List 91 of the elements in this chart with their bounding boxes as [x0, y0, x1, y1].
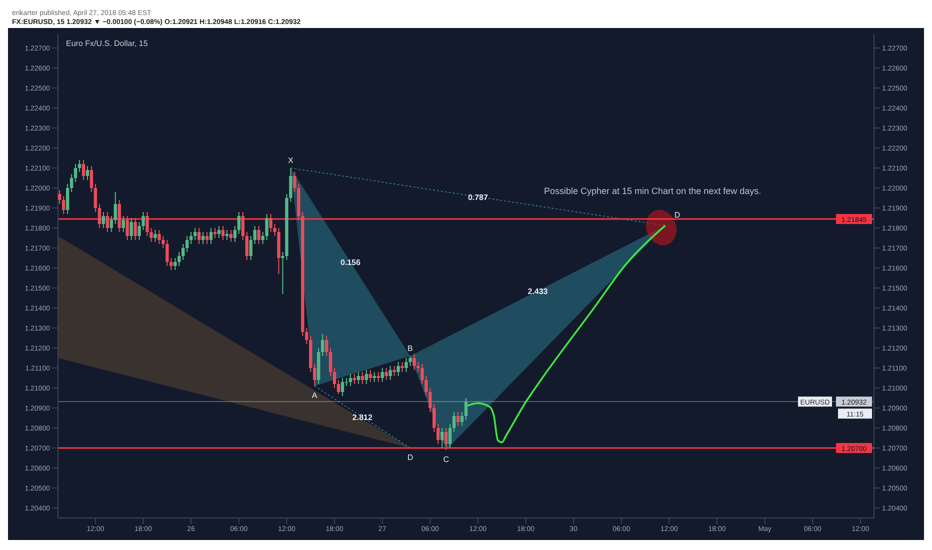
- annotation: A: [312, 391, 318, 400]
- candlestick: [408, 356, 412, 366]
- candlestick: [380, 368, 384, 382]
- candlestick: [368, 370, 372, 382]
- candlestick: [98, 204, 102, 228]
- candlestick: [352, 374, 356, 384]
- candlestick: [182, 244, 185, 260]
- candlestick: [324, 336, 328, 356]
- candlestick: [436, 424, 440, 444]
- candlestick: [110, 216, 113, 232]
- candlestick: [237, 212, 240, 234]
- candlestick: [82, 160, 86, 180]
- candlestick: [178, 252, 181, 266]
- candlestick: [94, 184, 98, 212]
- candlestick: [376, 372, 380, 382]
- annotation: Possible Cypher at 15 min Chart on the next few days.: [544, 186, 762, 196]
- candlestick: [412, 354, 416, 370]
- candlestick: [257, 226, 260, 244]
- candlestick: [74, 164, 78, 182]
- candlestick: [233, 226, 237, 242]
- candlestick: [122, 216, 125, 232]
- annotation: B: [408, 344, 413, 353]
- candlestick: [340, 378, 344, 396]
- candlestick: [432, 404, 436, 432]
- candlestick: [400, 362, 404, 372]
- annotation: 2.812: [352, 413, 373, 422]
- candlestick: [460, 412, 464, 426]
- candlestick: [404, 358, 408, 372]
- candlestick: [86, 166, 90, 180]
- candlestick: [356, 372, 360, 384]
- candlestick: [58, 190, 62, 204]
- candlestick: [102, 212, 106, 228]
- candlestick: [452, 412, 456, 432]
- candlestick: [265, 214, 268, 240]
- candlestick: [364, 370, 368, 384]
- candlestick: [305, 328, 308, 344]
- candlestick: [456, 412, 460, 426]
- candlestick: [118, 200, 121, 232]
- candlestick: [78, 160, 82, 172]
- candlestick: [440, 428, 444, 448]
- candlestick: [217, 226, 221, 238]
- candlestick: [134, 218, 137, 240]
- annotation: D: [674, 210, 680, 220]
- candlestick: [174, 258, 177, 270]
- candlestick: [241, 212, 244, 240]
- candlestick: [229, 230, 233, 242]
- candlestick: [209, 228, 213, 244]
- candlestick: [372, 372, 376, 382]
- annotation: C: [443, 455, 450, 464]
- candlestick: [221, 226, 225, 240]
- candlestick: [320, 334, 324, 356]
- candlestick: [328, 348, 332, 376]
- candlestick: [90, 166, 94, 192]
- candlestick: [332, 368, 336, 388]
- candlestick: [225, 230, 229, 240]
- candlestick: [360, 372, 364, 384]
- annotation: D: [407, 453, 414, 462]
- candlestick: [396, 362, 400, 376]
- candlestick: [245, 232, 248, 260]
- candlestick: [444, 428, 448, 450]
- candlestick: [197, 228, 201, 244]
- candlestick: [185, 236, 189, 252]
- candlestick: [126, 216, 129, 240]
- candlestick: [205, 232, 209, 244]
- candlestick: [66, 184, 70, 214]
- annotation: 0.787: [468, 192, 489, 202]
- candlestick: [158, 230, 161, 244]
- candlestick: [312, 364, 316, 386]
- annotation: X: [288, 156, 294, 165]
- candlestick: [166, 240, 169, 266]
- candlestick: [62, 196, 66, 214]
- text: Euro Fx/U.S. Dollar, 15: [66, 39, 148, 48]
- annotation: 0.156: [340, 258, 362, 267]
- candlestick: [384, 368, 388, 380]
- annotation: 2.433: [528, 286, 548, 296]
- candlestick: [269, 214, 272, 232]
- candlestick: [189, 232, 193, 244]
- candlestick: [114, 192, 117, 224]
- candlestick: [464, 398, 468, 420]
- candlestick: [392, 366, 396, 376]
- candlestick: [154, 230, 157, 242]
- candlestick: [213, 228, 217, 238]
- candlestick: [388, 366, 392, 380]
- candlestick: [70, 174, 74, 192]
- candlestick: [448, 424, 452, 448]
- candlestick: [201, 232, 205, 244]
- candlestick: [348, 374, 352, 386]
- candlestick: [336, 380, 340, 394]
- candlestick: [193, 228, 197, 240]
- candlestick: [106, 212, 110, 232]
- candlestick: [130, 218, 133, 240]
